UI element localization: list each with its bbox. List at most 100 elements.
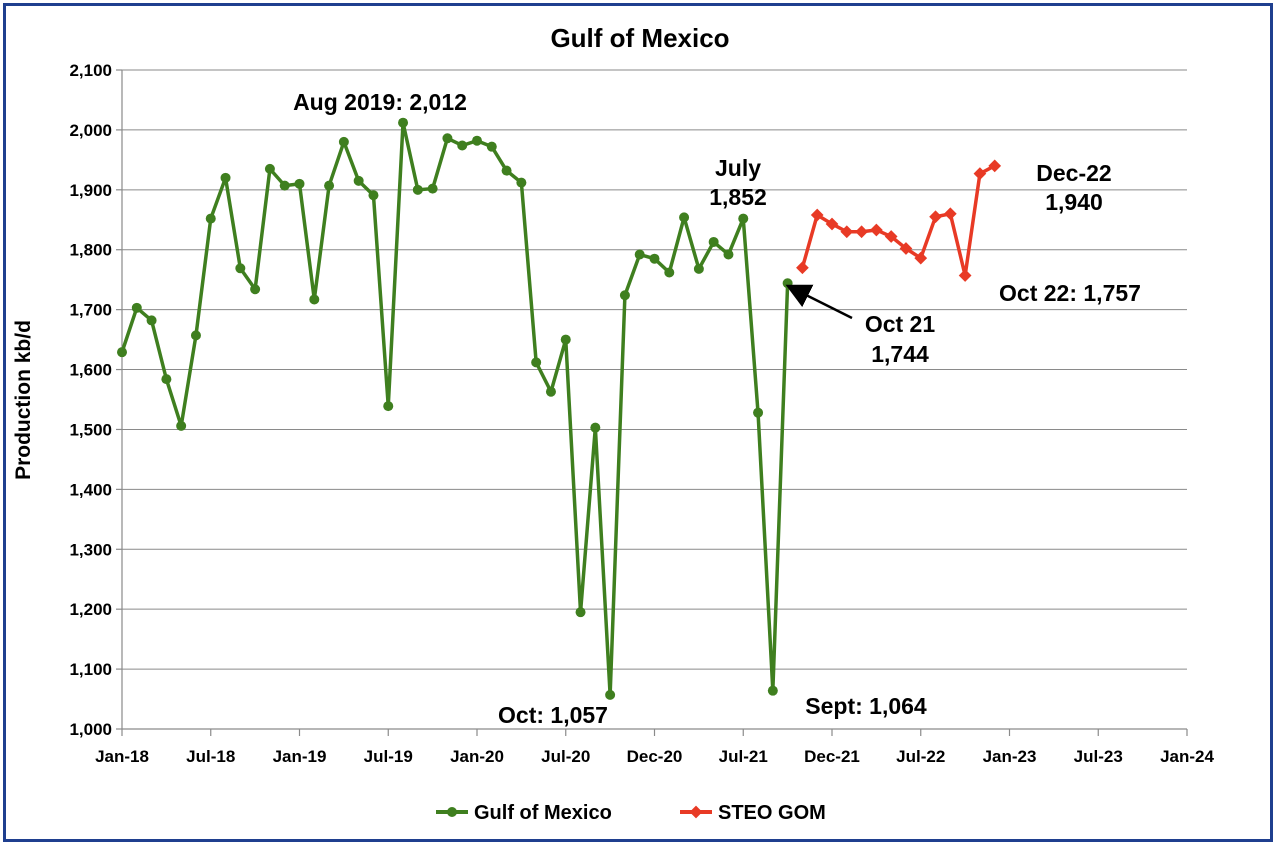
legend-item-gulf-of-mexico: Gulf of Mexico <box>436 802 612 824</box>
x-tick-label: Jul-23 <box>1074 747 1123 766</box>
x-tick-label: Jan-18 <box>95 747 149 766</box>
annotation-oct21: Oct 21 1,744 <box>865 311 936 367</box>
data-point <box>324 180 335 191</box>
series-layer <box>117 117 1002 700</box>
legend-swatch-marker <box>447 807 457 817</box>
data-point <box>205 213 216 224</box>
data-point <box>738 213 749 224</box>
data-point <box>929 210 942 224</box>
data-point <box>796 261 809 275</box>
y-tick-label: 2,000 <box>69 121 112 140</box>
data-point <box>472 135 482 146</box>
data-point <box>605 689 616 700</box>
data-point <box>708 236 719 247</box>
annotation-aug2019: Aug 2019: 2,012 <box>293 89 467 115</box>
data-point <box>619 290 630 301</box>
annotation-oct: Oct: 1,057 <box>498 702 608 728</box>
annotation-july: July 1,852 <box>709 155 767 210</box>
y-tick-label: 1,100 <box>69 660 112 679</box>
data-point <box>943 207 957 221</box>
y-axis-label: Production kb/d <box>12 320 35 480</box>
data-point <box>338 136 349 147</box>
data-point <box>545 386 556 397</box>
annotation-dec22: Dec-22 1,940 <box>1036 160 1111 215</box>
x-tick-label: Jan-23 <box>983 747 1037 766</box>
x-tick-label: Jul-19 <box>364 747 413 766</box>
chart-title: Gulf of Mexico <box>550 23 729 53</box>
series-steo-gom <box>796 159 1002 282</box>
series-line <box>120 120 790 697</box>
data-point <box>146 315 157 326</box>
annotation-oct22: Oct 22: 1,757 <box>999 280 1141 306</box>
data-point <box>161 374 172 385</box>
x-tick-label: Jan-24 <box>1160 747 1214 766</box>
y-tick-label: 1,500 <box>69 420 112 439</box>
data-point <box>368 190 379 201</box>
y-tick-label: 1,700 <box>69 301 112 320</box>
y-tick-label: 1,000 <box>69 720 112 739</box>
data-point <box>235 263 246 274</box>
data-point <box>353 175 364 186</box>
data-point <box>575 607 586 618</box>
data-point <box>914 251 928 265</box>
data-point <box>649 253 660 264</box>
x-tick-label: Jul-18 <box>186 747 235 766</box>
data-point <box>294 178 305 189</box>
data-point <box>117 347 127 358</box>
annotation-sept: Sept: 1,064 <box>805 693 927 719</box>
data-point <box>250 284 261 295</box>
data-point <box>220 172 231 183</box>
data-point <box>767 685 778 696</box>
data-point <box>973 167 987 181</box>
data-point <box>309 294 320 305</box>
legend-swatch-marker <box>689 805 703 819</box>
data-point <box>442 133 453 144</box>
data-point <box>176 420 187 431</box>
data-point <box>693 263 704 274</box>
y-axis-ticks: 1,000 1,100 1,200 1,300 1,400 1,500 1,600 1,700… <box>69 61 112 739</box>
y-tick-label: 1,900 <box>69 181 112 200</box>
data-point <box>516 177 527 188</box>
data-point <box>190 330 201 341</box>
y-tick-label: 1,400 <box>69 480 112 499</box>
data-point <box>531 357 542 368</box>
y-tick-label: 1,600 <box>69 361 112 380</box>
data-point <box>723 249 734 260</box>
data-point <box>958 269 972 282</box>
data-point <box>634 249 645 260</box>
data-point <box>840 225 854 239</box>
x-tick-label: Jul-22 <box>896 747 945 766</box>
data-point <box>753 407 764 418</box>
y-tick-label: 1,200 <box>69 600 112 619</box>
data-point <box>855 225 868 239</box>
data-point <box>501 165 512 176</box>
data-point <box>590 422 601 433</box>
x-tick-label: Jan-20 <box>450 747 504 766</box>
data-point <box>457 140 468 151</box>
data-point <box>131 302 142 313</box>
x-tick-label: Dec-21 <box>804 747 860 766</box>
x-tick-label: Jan-19 <box>273 747 327 766</box>
legend: Gulf of Mexico STEO GOM <box>436 802 826 824</box>
series-gulf-of-mexico <box>117 117 793 700</box>
legend-label-steo-gom: STEO GOM <box>718 802 826 824</box>
data-point <box>398 117 409 128</box>
annotation-oct21-arrow <box>785 284 853 320</box>
data-point <box>988 159 1002 173</box>
data-point <box>279 180 290 191</box>
data-point <box>412 184 423 195</box>
legend-label-gulf-of-mexico: Gulf of Mexico <box>474 802 612 824</box>
gridlines <box>116 69 1188 736</box>
y-tick-label: 1,800 <box>69 241 112 260</box>
data-point <box>870 223 883 237</box>
y-tick-label: 1,300 <box>69 540 112 559</box>
data-point <box>560 334 571 345</box>
x-tick-label: Dec-20 <box>627 747 683 766</box>
x-axis-ticks: Jan-18 Jul-18 Jan-19 Jul-19 Jan-20 Jul-20 Dec-… <box>95 747 1214 766</box>
data-point <box>486 141 497 152</box>
data-point <box>679 212 690 223</box>
y-tick-label: 2,100 <box>69 61 112 80</box>
legend-item-steo-gom: STEO GOM <box>680 802 826 824</box>
x-tick-label: Jul-20 <box>541 747 590 766</box>
